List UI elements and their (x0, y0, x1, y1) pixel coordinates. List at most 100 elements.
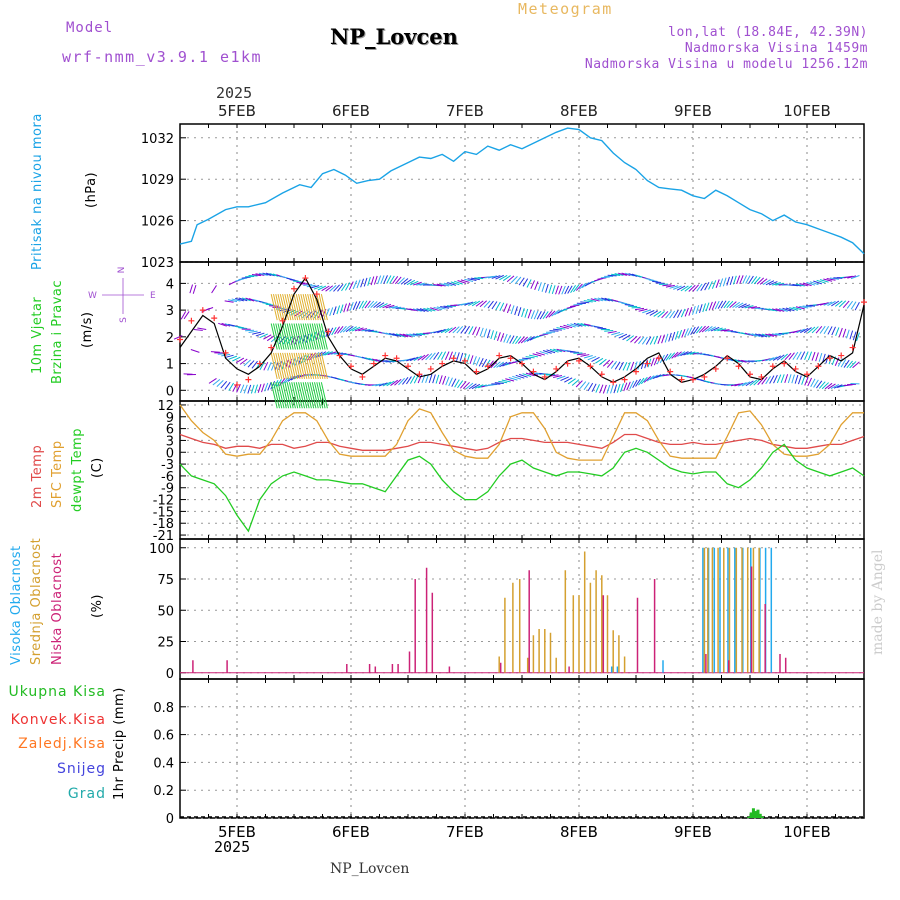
wind-arrow (498, 380, 508, 384)
gust-marker (621, 376, 628, 383)
wind-arrow-strong (307, 293, 315, 321)
wind-arrow (680, 308, 686, 318)
wind-arrow (638, 308, 648, 312)
wind-arrow (409, 375, 416, 384)
wind-arrow (515, 336, 522, 345)
wind-arrow (846, 360, 853, 369)
wind-arrow (567, 285, 573, 294)
wind-arrow (601, 297, 610, 302)
wind-arrow (198, 349, 207, 351)
wind-arrow (247, 384, 252, 394)
wind-arrow (468, 383, 477, 390)
wind-arrow (189, 284, 194, 294)
gust-marker (587, 363, 594, 370)
wind-arrow (673, 285, 682, 290)
pressure-ytick-label: 1029 (141, 173, 174, 188)
wind-arrow-strong (309, 382, 317, 409)
wind-arrow (536, 352, 545, 356)
wind-arrow (466, 354, 471, 364)
wind-arrow (471, 300, 481, 307)
wind-arrow (435, 374, 440, 384)
wind-arrow (506, 275, 515, 283)
wind-arrow (342, 325, 351, 333)
wind-arrow-strong (286, 323, 294, 350)
wind-arrow (626, 335, 635, 342)
wind-arrow (186, 284, 189, 293)
wind-arrow (729, 276, 734, 286)
gust-marker (701, 373, 708, 380)
wind-arrow (212, 379, 221, 386)
temp-ytick-label: -15 (153, 505, 174, 520)
wind-arrow (782, 307, 792, 312)
wind-arrow (333, 284, 340, 292)
dewpoint-line (179, 443, 865, 533)
wind-arrow (324, 351, 333, 356)
wind-arrow (241, 276, 251, 279)
gust-marker (712, 365, 719, 372)
wind-arrow (664, 333, 669, 343)
wind-arrow (190, 311, 196, 318)
wind-arrow (555, 285, 559, 295)
wind-arrow (464, 301, 474, 306)
wind-arrow (499, 361, 508, 368)
wind-arrow (456, 326, 464, 334)
wind-arrow (495, 301, 501, 311)
wind-arrow (287, 375, 296, 382)
wind-arrow (524, 308, 529, 318)
wind-arrow (394, 378, 402, 386)
model-elevation-label: Nadmorska Visina u modelu 1256.12m (584, 57, 868, 72)
wind-arrow-strong (300, 352, 308, 379)
wind-arrow (468, 301, 477, 306)
wind-arrow (657, 335, 662, 344)
wind-arrow (214, 305, 223, 306)
wind-arrow (506, 334, 512, 344)
wind-arrow (300, 354, 306, 364)
wind-arrow (560, 376, 569, 382)
wind-arrow (726, 276, 730, 286)
wind-arrow (412, 308, 422, 312)
wind-arrow (331, 326, 337, 336)
wind-arrow (263, 334, 272, 340)
wind-arrow (545, 310, 553, 319)
wind-arrow (819, 302, 829, 306)
cloud-ytick-label: 75 (157, 573, 174, 588)
wind-arrow (234, 325, 244, 329)
wind-arrow-strong (282, 323, 290, 350)
wind-arrow (536, 311, 542, 320)
wind-arrow-strong (286, 382, 294, 409)
wind-arrow (216, 379, 224, 387)
wind-arrow (826, 278, 836, 281)
wind-arrow (576, 353, 586, 356)
wind-arrow (614, 332, 624, 337)
gust-marker (405, 363, 411, 370)
top-date-label: 7FEB (446, 102, 484, 120)
wind-arrow (403, 279, 412, 285)
wind-arrow (232, 356, 241, 362)
wind-arrow (348, 326, 357, 332)
wind-arrow (236, 384, 241, 393)
wind-arrow (539, 333, 549, 337)
gust-marker (473, 368, 480, 375)
wind-arrow (580, 354, 590, 357)
wind-arrow (368, 357, 378, 362)
pressure-line (179, 127, 865, 255)
wind-arrow (433, 351, 440, 360)
top-date-label: 9FEB (674, 102, 712, 120)
wind-arrow (686, 351, 696, 356)
wind-arrow-strong (293, 293, 301, 321)
wind-arrow (811, 351, 816, 361)
wind-arrow (747, 306, 757, 309)
wind-arrow (433, 283, 443, 287)
wind-arrow (677, 351, 686, 357)
wind-arrow (541, 283, 546, 292)
wind-arrow (730, 383, 740, 387)
wind-arrow (579, 381, 587, 389)
gust-marker (792, 365, 799, 372)
wind-arrow (505, 378, 515, 382)
wind-arrow (351, 326, 361, 332)
wind-arrow (385, 304, 395, 309)
wind-arrow (829, 277, 839, 280)
wind-arrow (530, 280, 535, 289)
wind-arrow (220, 380, 228, 389)
wind-arrow-strong (282, 382, 290, 409)
